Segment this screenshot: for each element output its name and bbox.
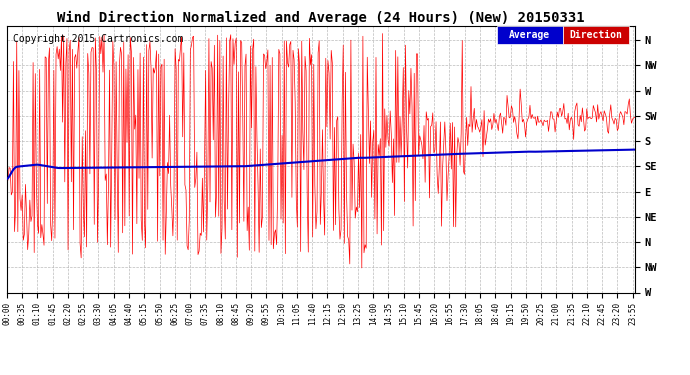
Title: Wind Direction Normalized and Average (24 Hours) (New) 20150331: Wind Direction Normalized and Average (2…	[57, 11, 584, 25]
Text: Copyright 2015 Cartronics.com: Copyright 2015 Cartronics.com	[13, 34, 184, 44]
